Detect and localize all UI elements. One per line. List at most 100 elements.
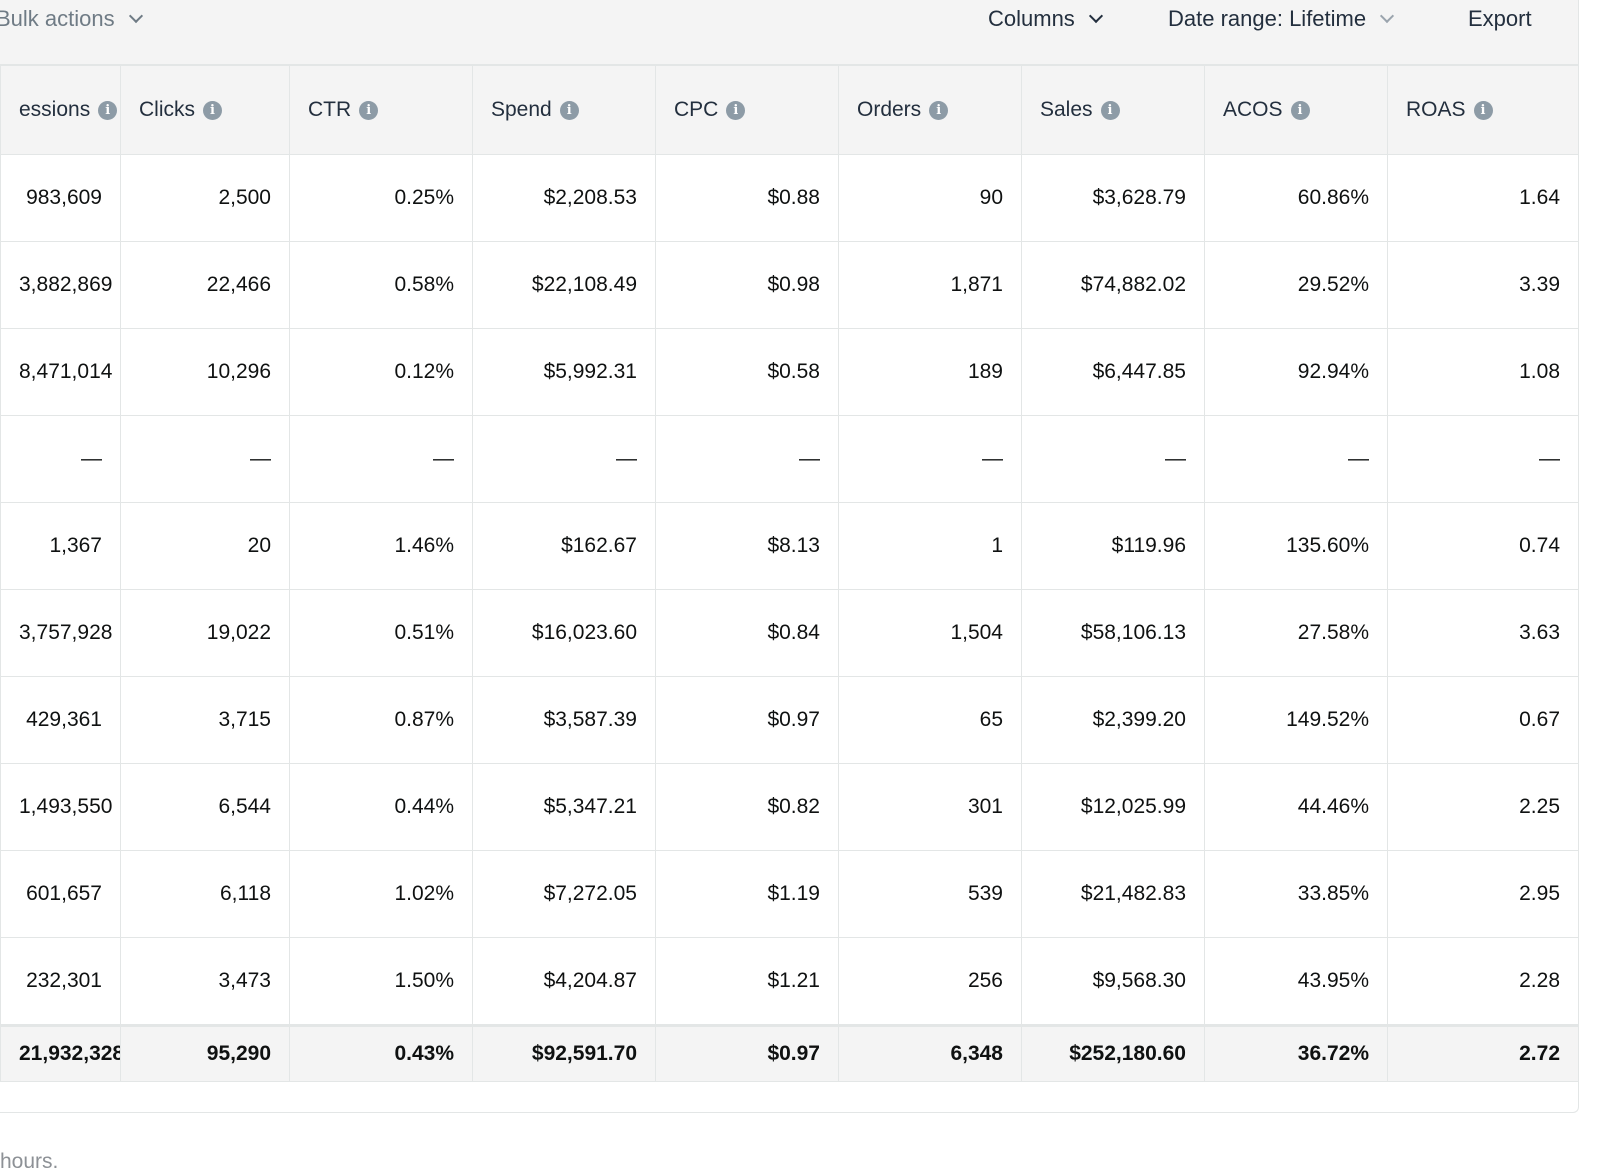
table-cell: 2.95 [1387, 850, 1578, 938]
info-icon[interactable]: i [1290, 101, 1310, 120]
table-cell: $8.13 [655, 502, 839, 590]
column-header[interactable]: Orders i [838, 65, 1022, 155]
total-cell: 2.72 [1387, 1024, 1578, 1082]
total-cell: 6,348 [838, 1024, 1022, 1082]
table-cell: 1,367 [0, 502, 121, 590]
column-header-label: ACOS [1223, 98, 1283, 121]
table-cell: 2.28 [1387, 937, 1578, 1026]
table-cell: $162.67 [472, 502, 656, 590]
bulk-actions-label: Bulk actions [0, 6, 115, 31]
table-cell: $0.84 [655, 589, 839, 677]
columns-label: Columns [988, 6, 1075, 31]
table-cell: 3,882,869 [0, 241, 121, 329]
table-row: 3,882,869 22,466 0.58% $22,108.49 $0.98 1,871… [0, 241, 1578, 329]
column-header-label: Clicks [139, 98, 195, 121]
table-cell: 0.25% [289, 154, 473, 242]
table-cell: $1.19 [655, 850, 839, 938]
chevron-down-icon [1380, 8, 1395, 24]
total-cell: $92,591.70 [472, 1024, 656, 1082]
table-cell: 2,500 [120, 154, 290, 242]
table-cell: 6,544 [120, 763, 290, 851]
column-header[interactable]: Spend i [472, 65, 656, 155]
column-header-label: essions [19, 98, 91, 121]
table-cell: 19,022 [120, 589, 290, 677]
table-cell: 22,466 [120, 241, 290, 329]
table-cell: 0.44% [289, 763, 473, 851]
column-header[interactable]: essions i [0, 65, 121, 155]
table-cell: $58,106.13 [1021, 589, 1205, 677]
date-range-dropdown[interactable]: Date range: Lifetime [1168, 0, 1395, 38]
column-header[interactable]: CPC i [655, 65, 839, 155]
info-icon[interactable]: i [1100, 101, 1120, 120]
column-header[interactable]: Sales i [1021, 65, 1205, 155]
table-cell: 983,609 [0, 154, 121, 242]
table-cell: — [1021, 415, 1205, 503]
campaign-metrics-panel: Bulk actions Columns Date range: Lifetim… [0, 0, 1579, 1113]
info-icon[interactable]: i [1473, 101, 1493, 120]
table-cell: 3.39 [1387, 241, 1578, 329]
column-header-label: CTR [308, 98, 352, 121]
table-cell: 1.46% [289, 502, 473, 590]
total-cell: 21,932,328 [0, 1024, 121, 1082]
table-cell: 44.46% [1204, 763, 1388, 851]
table-cell: $21,482.83 [1021, 850, 1205, 938]
table-cell: 3,757,928 [0, 589, 121, 677]
table-cell: 1 [838, 502, 1022, 590]
table-cell: $9,568.30 [1021, 937, 1205, 1026]
bulk-actions-dropdown[interactable]: Bulk actions [0, 0, 143, 38]
table-cell: 189 [838, 328, 1022, 416]
totals-row: 21,932,328 95,290 0.43% $92,591.70 $0.97 6,34… [0, 1024, 1578, 1082]
table-cell: 29.52% [1204, 241, 1388, 329]
table-cell: 601,657 [0, 850, 121, 938]
table-row: 1,367 20 1.46% $162.67 $8.13 1 $119.96 135.60% 0… [0, 502, 1578, 590]
table-cell: 60.86% [1204, 154, 1388, 242]
table-cell: 1.08 [1387, 328, 1578, 416]
column-header[interactable]: ACOS i [1204, 65, 1388, 155]
column-header[interactable]: ROAS i [1387, 65, 1578, 155]
table-cell: $5,992.31 [472, 328, 656, 416]
table-row: 1,493,550 6,544 0.44% $5,347.21 $0.82 301 $12,… [0, 763, 1578, 851]
table-cell: 1.02% [289, 850, 473, 938]
columns-dropdown[interactable]: Columns [988, 0, 1103, 38]
table-cell: 429,361 [0, 676, 121, 764]
table-cell: $0.82 [655, 763, 839, 851]
column-header[interactable]: Clicks i [120, 65, 290, 155]
info-icon[interactable]: i [929, 101, 949, 120]
export-label: Export [1468, 6, 1532, 31]
table-cell: 3,715 [120, 676, 290, 764]
chevron-down-icon [128, 8, 143, 24]
table-cell: $6,447.85 [1021, 328, 1205, 416]
table-cell: 135.60% [1204, 502, 1388, 590]
table-cell: 1,504 [838, 589, 1022, 677]
total-cell: 95,290 [120, 1024, 290, 1082]
table-cell: $1.21 [655, 937, 839, 1026]
table-cell: — [838, 415, 1022, 503]
table-toolbar: Bulk actions Columns Date range: Lifetim… [0, 0, 1578, 65]
table-cell: 8,471,014 [0, 328, 121, 416]
chevron-down-icon [1088, 8, 1103, 24]
table-row: 983,609 2,500 0.25% $2,208.53 $0.88 90 $3,628.… [0, 154, 1578, 242]
table-cell: $2,208.53 [472, 154, 656, 242]
info-icon[interactable]: i [559, 101, 579, 120]
export-button[interactable]: Export [1468, 0, 1532, 38]
table-cell: 27.58% [1204, 589, 1388, 677]
table-cell: 3,473 [120, 937, 290, 1026]
table-row: 601,657 6,118 1.02% $7,272.05 $1.19 539 $21,48… [0, 850, 1578, 938]
table-row: — — — — — — — — — [0, 415, 1578, 503]
info-icon[interactable]: i [203, 101, 222, 120]
table-cell: 20 [120, 502, 290, 590]
date-range-label: Date range: Lifetime [1168, 6, 1367, 31]
info-icon[interactable]: i [359, 101, 379, 120]
table-cell: — [289, 415, 473, 503]
total-cell: $252,180.60 [1021, 1024, 1205, 1082]
info-icon[interactable]: i [726, 101, 746, 120]
info-icon[interactable]: i [98, 101, 118, 120]
footnote-text: hours. [0, 1150, 59, 1173]
table-cell: 149.52% [1204, 676, 1388, 764]
column-header[interactable]: CTR i [289, 65, 473, 155]
table-cell: — [1387, 415, 1578, 503]
table-cell: $7,272.05 [472, 850, 656, 938]
table-row: 3,757,928 19,022 0.51% $16,023.60 $0.84 1,504… [0, 589, 1578, 677]
table-cell: — [0, 415, 121, 503]
column-header-label: Spend [491, 98, 552, 121]
